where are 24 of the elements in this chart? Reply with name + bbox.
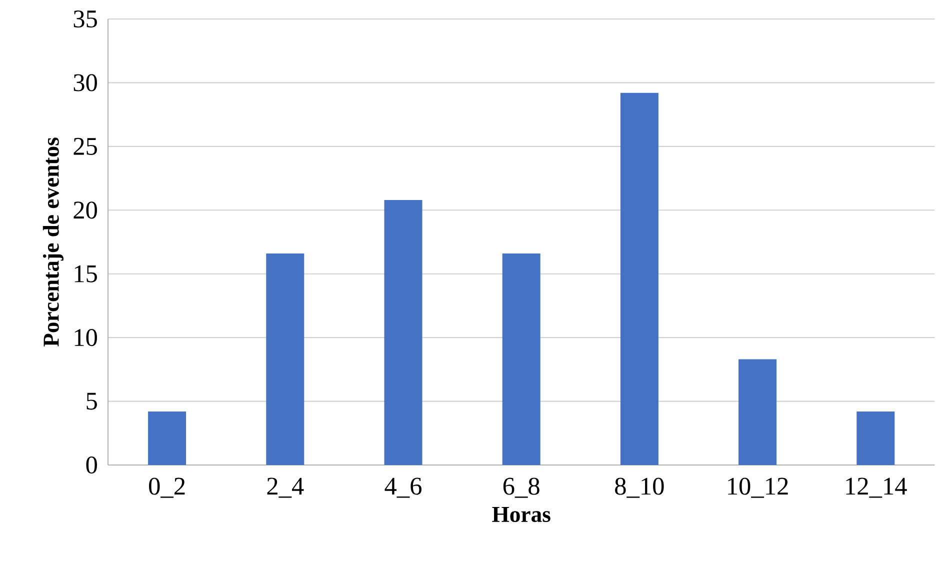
bar — [620, 92, 658, 465]
bar — [148, 411, 186, 465]
bar — [502, 253, 540, 465]
bar — [384, 200, 422, 465]
y-axis-title: Porcentaje de eventos — [42, 138, 64, 347]
bar — [738, 359, 777, 465]
y-tick-label: 30 — [74, 74, 97, 92]
x-tick-label: 0_2 — [149, 478, 185, 498]
x-tick-label: 12_14 — [846, 478, 907, 498]
bar — [266, 253, 304, 465]
y-tick-label: 35 — [74, 10, 97, 28]
y-tick-label: 5 — [86, 392, 97, 410]
y-tick-label: 0 — [86, 456, 97, 474]
x-tick-label: 8_10 — [615, 478, 664, 498]
x-tick-label: 4_6 — [384, 478, 422, 498]
x-tick-label: 10_12 — [728, 478, 788, 498]
y-tick-label: 25 — [74, 138, 97, 155]
x-tick-label: 2_4 — [267, 478, 304, 498]
x-tick-label: 6_8 — [503, 478, 540, 498]
y-tick-label: 15 — [74, 265, 97, 282]
y-tick-label: 10 — [74, 329, 97, 346]
y-tick-label: 20 — [74, 202, 97, 219]
x-axis-title: Horas — [492, 506, 550, 522]
bar — [856, 411, 895, 465]
